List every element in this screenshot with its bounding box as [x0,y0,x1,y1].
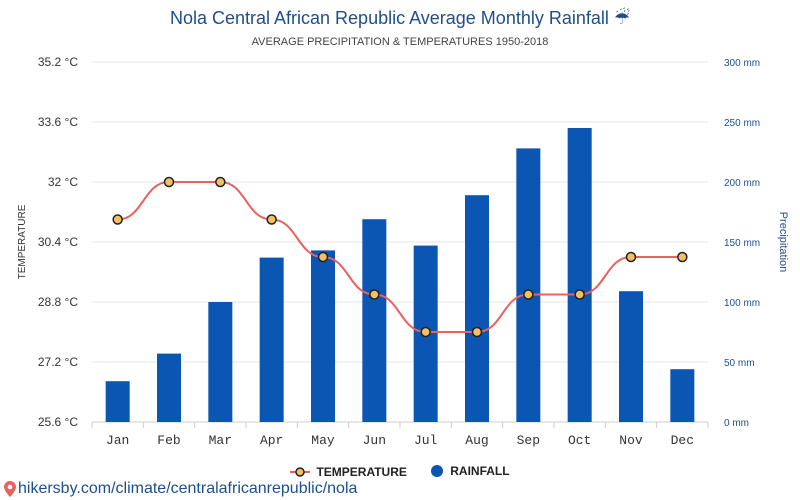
rainfall-bar [465,195,489,422]
chart-title: Nola Central African Republic Average Mo… [169,8,631,28]
x-axis-tick-label: Aug [465,433,488,448]
left-axis-tick-label: 35.2 °C [38,55,78,69]
legend-label-temperature: TEMPERATURE [316,465,407,479]
left-axis-tick-label: 27.2 °C [38,355,78,369]
left-axis-title: TEMPERATURE [17,204,28,279]
right-axis-tick-label: 0 mm [724,418,749,429]
temperature-point [163,176,175,188]
temperature-line [117,181,683,333]
source-text: hikersby.com/climate/centralafricanrepub… [18,480,358,497]
x-axis-tick-label: Nov [619,433,643,448]
x-axis-tick-label: Apr [260,433,283,448]
legend-label-rainfall: RAINFALL [450,464,510,478]
right-axis-tick-label: 300 mm [724,58,760,69]
rainfall-bar [619,291,643,422]
rainfall-legend-icon [431,465,444,477]
chart-subtitle: AVERAGE PRECIPITATION & TEMPERATURES 195… [251,36,549,48]
rainfall-bar [362,219,387,422]
right-axis-tick-label: 150 mm [724,238,760,249]
temperature-point [420,326,431,338]
legend-item-rainfall[interactable]: RAINFALL [430,464,510,478]
temperature-point [523,289,534,300]
temperature-point [317,251,329,263]
x-axis-tick-label: May [311,433,335,448]
legend-item-temperature[interactable]: TEMPERATURE [290,465,407,479]
temperature-point [369,289,380,300]
rainfall-bar [105,381,130,422]
temperature-point [677,251,688,263]
rainfall-bar [670,369,695,422]
rainfall-bar [157,353,181,422]
x-axis-tick-label: Jan [106,433,129,448]
temperature-legend-icon [290,467,311,477]
temperature-point [471,326,483,338]
right-axis-tick-label: 50 mm [724,358,755,369]
right-axis-tick-label: 250 mm [724,118,760,129]
location-pin-icon [4,481,16,497]
x-axis-tick-label: Mar [209,433,232,448]
source-link[interactable]: hikersby.com/climate/centralafricanrepub… [4,480,357,498]
right-axis-tick-label: 100 mm [724,298,760,309]
left-axis-tick-label: 25.6 °C [38,415,78,429]
left-axis-tick-label: 28.8 °C [38,295,78,309]
left-axis-tick-label: 33.6 °C [38,115,78,129]
temperature-point [112,214,123,225]
left-axis-tick-label: 30.4 °C [38,235,78,249]
x-axis-tick-label: Oct [568,433,591,448]
temperature-point [625,251,637,263]
rainfall-bar [516,148,541,422]
right-axis-tick-label: 200 mm [724,178,760,189]
chart-legend: TEMPERATURE RAINFALL [0,464,800,481]
x-axis-tick-label: Feb [157,433,180,448]
rainfall-bar [567,128,592,422]
left-axis-tick-label: 32 °C [48,175,78,189]
x-axis-tick-label: Sep [517,433,540,448]
temperature-point [574,289,585,300]
x-axis-tick-label: Jul [414,433,438,448]
x-axis-tick-label: Jun [363,433,386,448]
rainfall-bar [208,302,233,422]
rainfall-temperature-chart: 25.6 °C 0 mm 27.2 °C 50 mm 28.8 °C 100 mm 30.4… [17,55,789,448]
temperature-point [266,214,277,225]
rainfall-bar [311,250,335,422]
right-axis-title: Precipitation [777,212,789,273]
temperature-point [215,176,226,188]
rainfall-bar [259,257,284,422]
x-axis-tick-label: Dec [671,433,694,448]
